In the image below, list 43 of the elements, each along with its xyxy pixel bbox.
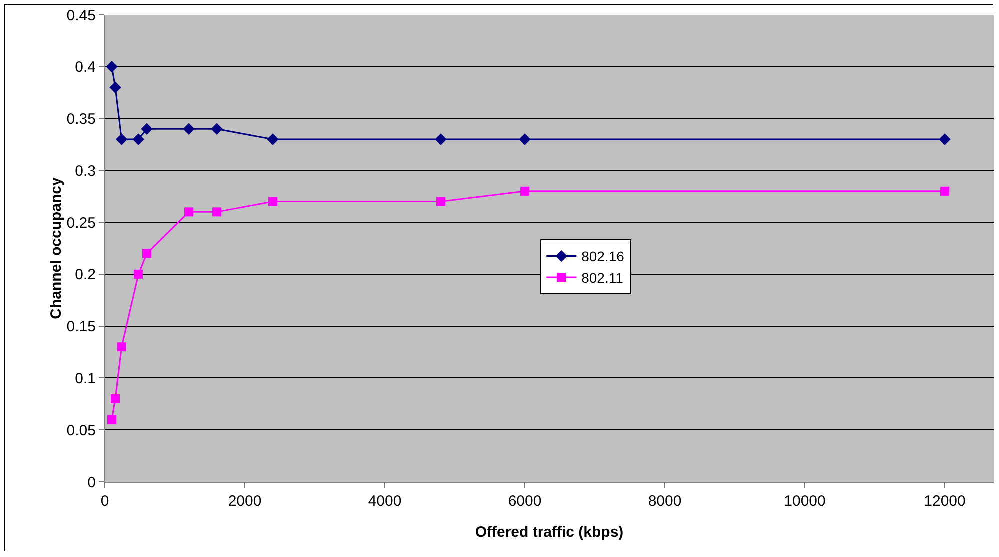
x-axis-title: Offered traffic (kbps) [475,524,624,541]
y-tick-label: 0.2 [75,266,96,284]
x-tick-label: 0 [100,493,110,510]
y-tick-label: 0.45 [66,7,96,24]
point [436,197,446,206]
legend-label: 802.11 [582,270,624,286]
y-tick-label: 0.05 [66,422,96,440]
point [134,270,144,279]
point [106,61,118,73]
point [141,123,153,136]
y-axis-title: Channel occupancy [48,176,65,320]
x-tick-label: 2000 [228,493,262,510]
x-tick-label: 10000 [784,493,826,510]
point [132,134,144,146]
point [184,208,194,217]
x-tick-label: 4000 [368,493,402,510]
y-tick-label: 0.1 [75,370,96,388]
point [142,249,152,258]
point [211,123,223,136]
x-tick-label: 12000 [924,493,966,510]
x-tick-label: 6000 [508,493,542,510]
point [117,342,126,352]
y-tick-label: 0 [88,474,96,492]
point [435,134,447,146]
y-tick-label: 0.15 [66,318,96,336]
point [268,197,278,206]
point [111,394,120,404]
point [110,82,122,94]
point [267,134,279,146]
y-tick-label: 0.3 [75,162,96,180]
y-tick-label: 0.4 [75,59,96,76]
point [519,134,531,146]
point [108,415,116,424]
legend-label: 802.16 [582,248,625,265]
point [939,134,951,146]
point [520,186,530,196]
point [940,186,950,196]
x-tick-label: 8000 [648,493,682,510]
point [212,208,222,217]
y-tick-label: 0.35 [66,111,96,128]
point [183,123,195,136]
point [116,134,128,146]
y-tick-label: 0.25 [66,214,96,232]
